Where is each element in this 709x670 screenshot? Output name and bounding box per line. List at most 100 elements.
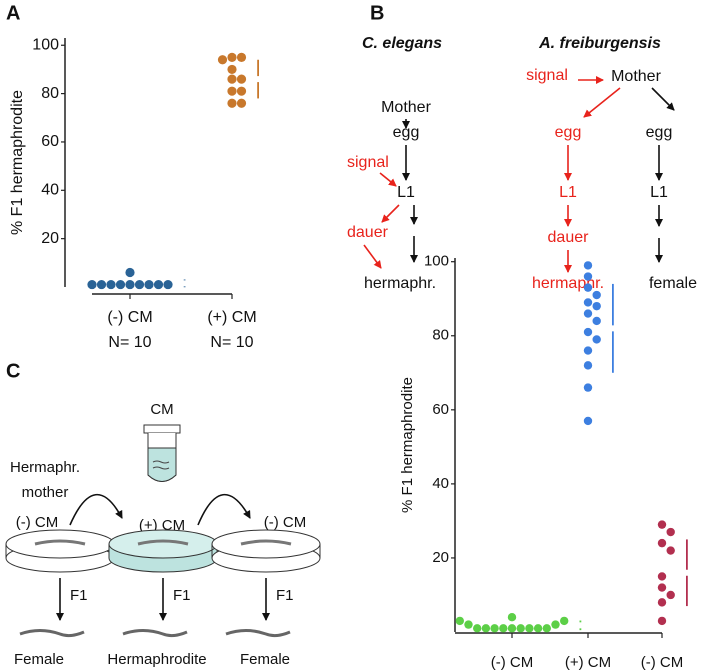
data-point	[583, 416, 593, 426]
data-point	[533, 624, 543, 633]
data-point	[657, 583, 667, 592]
node: L1	[559, 184, 577, 201]
data-point	[106, 279, 116, 290]
data-point	[583, 309, 593, 318]
data-point	[464, 620, 473, 629]
data-point	[236, 74, 247, 84]
diagram-b: C. elegans Mother egg L1 hermaphr. signa…	[347, 35, 697, 292]
data-point	[666, 546, 675, 555]
data-point	[125, 279, 135, 290]
node: L1	[397, 184, 415, 201]
data-point	[96, 279, 107, 290]
n-label: N= 10	[210, 334, 253, 351]
data-point	[144, 279, 154, 290]
data-point	[657, 520, 667, 529]
y-tick-label: 60	[41, 133, 59, 150]
data-point	[499, 624, 508, 633]
data-point	[592, 290, 601, 300]
arrow	[69, 493, 123, 526]
panel-label: A	[6, 2, 20, 24]
label: Female	[240, 651, 290, 668]
arrow	[583, 87, 621, 118]
panel-label: C	[6, 360, 20, 382]
label: F1	[173, 587, 191, 604]
species-title: C. elegans	[362, 35, 442, 52]
arrow	[363, 244, 382, 269]
label: (+) CM	[139, 517, 185, 534]
node: female	[649, 275, 697, 292]
data-point	[583, 327, 593, 337]
data-point	[87, 279, 97, 290]
y-axis-label: % F1 hermaphrodite	[9, 90, 26, 235]
y-tick-label: 20	[41, 230, 59, 247]
node: dauer	[347, 224, 389, 241]
label: Hermaphrodite	[107, 651, 206, 668]
plates	[5, 529, 321, 638]
tube-liquid	[147, 447, 177, 482]
y-axis-label: % F1 hermaphrodite	[399, 377, 416, 513]
node: hermaphr.	[532, 275, 604, 292]
data-point	[542, 624, 551, 633]
x-tick-label: (+) CM	[565, 654, 611, 670]
y-tick-label: 40	[41, 182, 59, 199]
data-point	[592, 335, 601, 344]
x-tick-label: (-) CM	[491, 654, 533, 670]
data-point	[153, 279, 164, 290]
data-point	[666, 527, 675, 537]
arrow	[197, 493, 251, 526]
node: egg	[555, 124, 582, 141]
y-tick-label: 80	[41, 85, 59, 102]
y-tick-label: 80	[432, 327, 449, 344]
x-tick-label: (+) CM	[207, 309, 256, 326]
label: (-) CM	[16, 514, 58, 531]
data-point	[525, 624, 534, 633]
y-tick-label: 100	[424, 253, 449, 270]
data-point	[236, 98, 247, 108]
x-tick-label: (-) CM	[107, 309, 152, 326]
data-point	[657, 598, 667, 607]
data-point	[583, 361, 593, 370]
node: dauer	[548, 229, 590, 246]
data-point	[516, 624, 525, 633]
tube-cap	[143, 424, 181, 434]
arrow	[381, 204, 400, 223]
node: egg	[646, 124, 673, 141]
n-label: N= 10	[108, 334, 151, 351]
data-point	[125, 267, 135, 278]
data-point	[583, 383, 593, 392]
data-point	[507, 612, 517, 622]
node: signal	[347, 154, 389, 171]
data-point	[490, 624, 499, 633]
x-tick-label: (-) CM	[641, 654, 683, 670]
data-point	[227, 74, 237, 84]
label: (-) CM	[264, 514, 306, 531]
node: hermaphr.	[364, 275, 436, 292]
data-point	[507, 624, 517, 633]
arrow	[379, 172, 397, 187]
arrow	[651, 87, 675, 111]
node: egg	[393, 124, 420, 141]
data-point	[481, 624, 491, 633]
data-point	[583, 283, 593, 292]
label: F1	[70, 587, 88, 604]
label: Female	[14, 651, 64, 668]
data-point	[657, 538, 667, 548]
data-point	[455, 616, 464, 626]
node: Mother	[381, 99, 431, 116]
data-point	[583, 298, 593, 307]
node: Mother	[611, 68, 661, 85]
y-tick-label: 20	[432, 549, 449, 566]
data-point	[236, 86, 247, 96]
data-point	[227, 98, 237, 108]
data-point	[551, 620, 560, 629]
label: F1	[276, 587, 294, 604]
data-point	[560, 616, 569, 626]
data-point	[666, 590, 675, 600]
y-tick-label: 60	[432, 401, 449, 418]
data-point	[163, 279, 173, 290]
species-title: A. freiburgensis	[538, 35, 661, 52]
data-point	[592, 301, 601, 311]
diagram-c: CM Hermaphr. mother (-) CM (+) CM (-) CM…	[5, 401, 321, 668]
data-point	[236, 52, 247, 62]
